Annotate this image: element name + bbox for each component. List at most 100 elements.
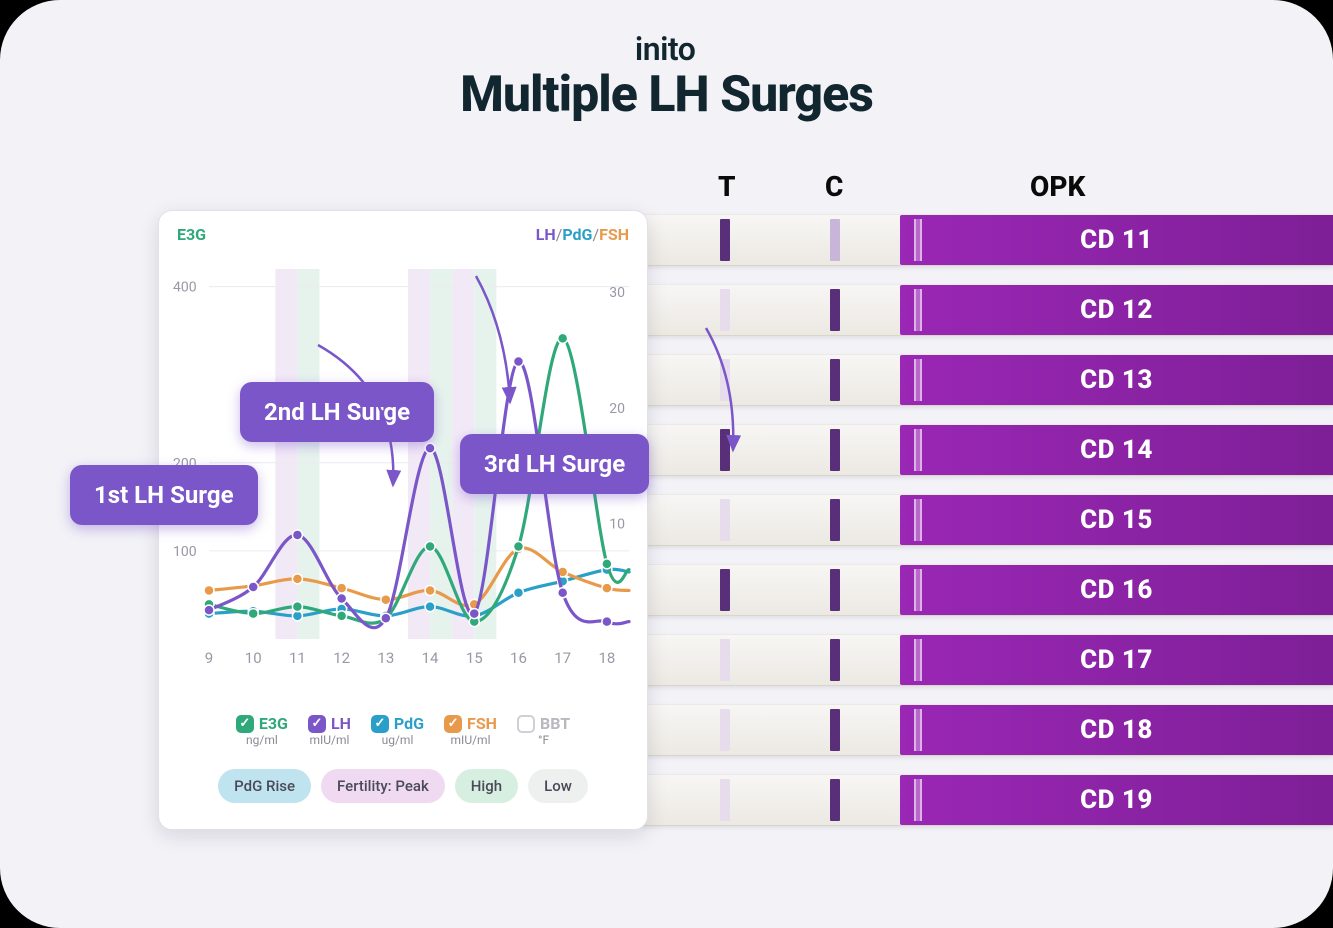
checkbox-icon: ✓ [236,715,254,733]
legend-unit: mIU/ml [309,733,349,747]
strip-handle: CD 12 [900,285,1333,335]
strip-handle: CD 16 [900,565,1333,615]
svg-text:15: 15 [466,649,483,667]
cycle-day-label: CD 18 [1080,715,1153,745]
strip-column-headers: T C OPK [640,170,1323,210]
c-line [830,429,840,471]
legend-check[interactable]: ✓ E3Gng/ml [236,714,288,747]
strip-handle: CD 19 [900,775,1333,825]
cycle-day-label: CD 17 [1080,645,1153,675]
strip-handle: CD 17 [900,635,1333,685]
svg-text:9: 9 [205,649,213,667]
strip-marker [914,779,922,821]
legend-pill: Low [528,769,588,803]
cycle-day-label: CD 14 [1080,435,1153,465]
checkbox-icon [517,715,535,733]
c-line [830,779,840,821]
header-t: T [718,170,736,203]
strip-handle: CD 11 [900,215,1333,265]
opk-strip-list: CD 11 CD 12 CD 13 CD 14 CD 15 CD 16 CD 17 CD 18… [640,214,1333,844]
t-line [720,779,730,821]
opk-strip: CD 15 [640,494,1333,546]
header-opk: OPK [1030,170,1085,203]
t-line [720,289,730,331]
svg-text:100: 100 [173,544,197,560]
c-line [830,499,840,541]
svg-text:10: 10 [609,516,625,532]
t-line [720,429,730,471]
svg-text:13: 13 [377,649,394,667]
legend-unit: mIU/ml [451,733,491,747]
strip-handle: CD 18 [900,705,1333,755]
cycle-day-label: CD 12 [1080,295,1153,325]
strip-marker [914,709,922,751]
legend-check[interactable]: ✓ PdGug/ml [371,714,424,747]
chart-header: E3G LH/PdG/FSH [177,225,629,244]
strip-marker [914,219,922,261]
checkbox-icon: ✓ [371,715,389,733]
legend-unit: ug/ml [382,733,414,747]
legend-label: PdG [394,714,424,733]
surge-callout: 3rd LH Surge [460,434,649,494]
svg-text:30: 30 [609,285,625,301]
header: inito Multiple LH Surges [0,0,1333,124]
svg-text:10: 10 [245,649,262,667]
opk-strip: CD 12 [640,284,1333,336]
t-line [720,639,730,681]
legend-label: E3G [259,714,288,733]
legend-label: BBT [540,714,570,733]
checkbox-icon: ✓ [308,715,326,733]
page-title: Multiple LH Surges [0,66,1333,124]
cycle-day-label: CD 15 [1080,505,1153,535]
strip-marker [914,359,922,401]
strip-marker [914,569,922,611]
t-line [720,569,730,611]
opk-strip: CD 19 [640,774,1333,826]
strip-handle: CD 15 [900,495,1333,545]
c-line [830,289,840,331]
strip-marker [914,289,922,331]
strip-marker [914,429,922,471]
t-line [720,499,730,541]
c-line [830,639,840,681]
c-line [830,709,840,751]
svg-text:12: 12 [333,649,350,667]
legend-label: LH [331,714,351,733]
opk-strip: CD 16 [640,564,1333,616]
t-line [720,709,730,751]
opk-strip: CD 17 [640,634,1333,686]
strip-handle: CD 13 [900,355,1333,405]
legend-check[interactable]: ✓FSHmIU/ml [444,714,497,747]
legend-checks: ✓E3Gng/ml✓LHmIU/ml✓PdGug/ml✓FSHmIU/mlBBT… [159,714,647,747]
content-area: T C OPK CD 11CD 12CD 13CD 14CD 15CD 16CD… [0,170,1333,890]
legend-label: FSH [467,714,497,733]
svg-text:11: 11 [289,649,306,667]
svg-text:14: 14 [422,649,439,667]
legend-pill: High [455,769,518,803]
legend-check[interactable]: ✓ LHmIU/ml [308,714,351,747]
t-line [720,359,730,401]
svg-text:400: 400 [173,280,197,296]
left-axis-label: E3G [177,225,206,244]
legend-check[interactable]: BBT°F [517,714,570,747]
c-line [830,219,840,261]
strip-marker [914,499,922,541]
infographic-canvas: inito Multiple LH Surges T C OPK CD 11CD… [0,0,1333,928]
svg-text:18: 18 [598,649,615,667]
legend-pill: PdG Rise [218,769,311,803]
svg-text:20: 20 [609,401,625,417]
opk-strip: CD 13 [640,354,1333,406]
surge-callout: 1st LH Surge [70,465,258,525]
svg-text:16: 16 [510,649,527,667]
cycle-day-label: CD 13 [1080,365,1153,395]
cycle-day-label: CD 16 [1080,575,1153,605]
strip-handle: CD 14 [900,425,1333,475]
legend-unit: °F [538,733,549,747]
header-c: C [825,170,843,203]
legend-unit: ng/ml [246,733,278,747]
opk-strip: CD 14 [640,424,1333,476]
brand-logo: inito [0,30,1333,68]
right-axis-label: LH/PdG/FSH [536,225,629,244]
cycle-day-label: CD 19 [1080,785,1153,815]
t-line [720,219,730,261]
